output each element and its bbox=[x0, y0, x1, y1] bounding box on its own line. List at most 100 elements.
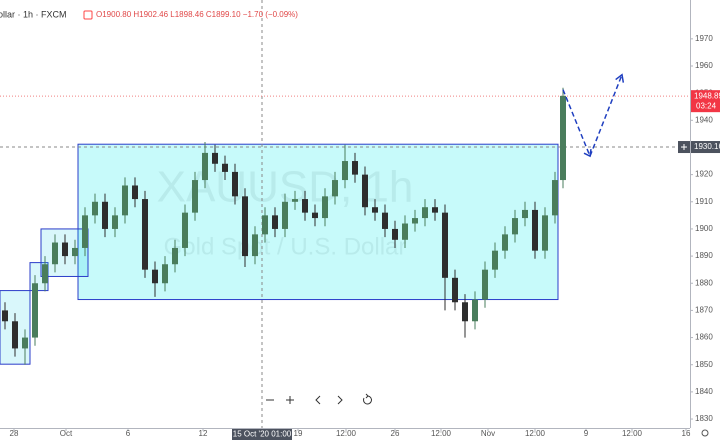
candle-body bbox=[542, 215, 548, 251]
y-tick-label: 1920 bbox=[695, 170, 713, 179]
crosshair-time-box bbox=[232, 429, 292, 440]
candle-body bbox=[222, 163, 228, 172]
forecast-path bbox=[562, 74, 623, 159]
reset[interactable] bbox=[363, 393, 372, 405]
last-price-box bbox=[691, 90, 720, 113]
candle-body bbox=[560, 95, 566, 181]
x-tick-label: 16 bbox=[682, 429, 691, 438]
forecast-arrowhead bbox=[615, 73, 625, 83]
candle-body bbox=[382, 212, 388, 229]
x-tick-label: 12:00 bbox=[525, 429, 546, 438]
x-tick-label: 12:00 bbox=[622, 429, 643, 438]
x-tick-label: 26 bbox=[391, 429, 400, 438]
x-tick-label: 19 bbox=[294, 429, 303, 438]
candle-body bbox=[42, 264, 48, 284]
x-tick-label: Oct bbox=[60, 429, 73, 438]
candle-body bbox=[102, 201, 108, 229]
candle-body bbox=[362, 174, 368, 208]
crosshair-price-label: 1930.16 bbox=[694, 142, 720, 151]
y-tick-label: 1960 bbox=[695, 61, 713, 70]
x-tick-label: 12:00 bbox=[336, 429, 357, 438]
zoom-toolbar[interactable] bbox=[266, 393, 372, 405]
candle-body bbox=[462, 302, 468, 322]
last-price-label: 1948.89 bbox=[694, 91, 720, 100]
candle-body bbox=[32, 283, 38, 338]
candle-body bbox=[52, 242, 58, 265]
y-tick-label: 1910 bbox=[695, 197, 713, 206]
candle-body bbox=[172, 247, 178, 265]
y-tick-label: 1830 bbox=[695, 414, 713, 423]
x-tick-label: 6 bbox=[126, 429, 131, 438]
candle-body bbox=[12, 321, 18, 349]
candle-body bbox=[282, 201, 288, 229]
candle-body bbox=[372, 207, 378, 213]
candle-body bbox=[262, 215, 268, 235]
candle-body bbox=[152, 269, 158, 284]
y-tick-label: 1870 bbox=[695, 306, 713, 315]
candle-body bbox=[162, 264, 168, 284]
candle-body bbox=[392, 228, 398, 240]
candle-body bbox=[62, 242, 68, 257]
candle-body bbox=[552, 180, 558, 216]
y-tick-label: 1890 bbox=[695, 251, 713, 260]
candle-body bbox=[252, 234, 258, 257]
candle-body bbox=[422, 207, 428, 219]
candle-body bbox=[492, 250, 498, 270]
candle-body bbox=[112, 215, 118, 229]
candle-body bbox=[442, 212, 448, 278]
x-tick-label: 28 bbox=[10, 429, 19, 438]
candle-body bbox=[302, 199, 308, 213]
candle-body bbox=[72, 247, 78, 257]
symbol: ollar · 1h · FXCM bbox=[0, 9, 67, 19]
candle-body bbox=[182, 212, 188, 248]
x-tick-label: 9 bbox=[584, 429, 589, 438]
y-tick-label: 1940 bbox=[695, 115, 713, 124]
candle-body bbox=[472, 299, 478, 322]
crosshair-price-box bbox=[691, 141, 720, 154]
watermark-subtitle: Gold Spot / U.S. Dollar bbox=[164, 233, 407, 260]
candle-body bbox=[132, 185, 138, 200]
candle-body bbox=[232, 171, 238, 197]
candle-body bbox=[322, 196, 328, 219]
x-tick-label: Nov bbox=[481, 429, 495, 438]
y-tick-label: 1900 bbox=[695, 224, 713, 233]
candle-body bbox=[432, 207, 438, 213]
candle-body bbox=[332, 180, 338, 197]
candle-body bbox=[192, 180, 198, 213]
candle-body bbox=[272, 215, 278, 229]
candle-body bbox=[502, 234, 508, 251]
candle-body bbox=[312, 212, 318, 219]
countdown-label: 03:24 bbox=[696, 101, 717, 110]
candle-body bbox=[92, 201, 98, 216]
candle-body bbox=[482, 269, 488, 300]
candle-body bbox=[202, 152, 208, 181]
ohlc-legend: O1900.80 H1902.46 L1898.46 C1899.10 −1.7… bbox=[96, 10, 298, 19]
y-tick-label: 1880 bbox=[695, 278, 713, 287]
candle-body bbox=[212, 152, 218, 164]
x-tick-label: 12:00 bbox=[431, 429, 452, 438]
symbol-dot-icon bbox=[83, 10, 93, 20]
y-tick-label: 1860 bbox=[695, 333, 713, 342]
y-tick-label: 1840 bbox=[695, 387, 713, 396]
y-tick-label: 1850 bbox=[695, 360, 713, 369]
crosshair-time-label: 15 Oct '20 01:00 bbox=[233, 430, 292, 439]
candle-body bbox=[402, 223, 408, 240]
plot-area: XAUUSD, 1hGold Spot / U.S. Dollar bbox=[0, 0, 690, 428]
candle-body bbox=[142, 199, 148, 270]
candle-body bbox=[292, 199, 298, 202]
candle-body bbox=[412, 218, 418, 224]
scroll-left[interactable] bbox=[315, 395, 321, 405]
candle-body bbox=[82, 215, 88, 248]
candle-body bbox=[522, 209, 528, 219]
forecast-arrowhead bbox=[583, 149, 592, 158]
scroll-right[interactable] bbox=[337, 395, 343, 405]
settings-icon[interactable] bbox=[701, 429, 709, 437]
candle-body bbox=[452, 277, 458, 303]
candle-body bbox=[242, 196, 248, 257]
candle-body bbox=[342, 161, 348, 181]
candle-body bbox=[2, 310, 8, 322]
candle-body bbox=[532, 209, 538, 251]
